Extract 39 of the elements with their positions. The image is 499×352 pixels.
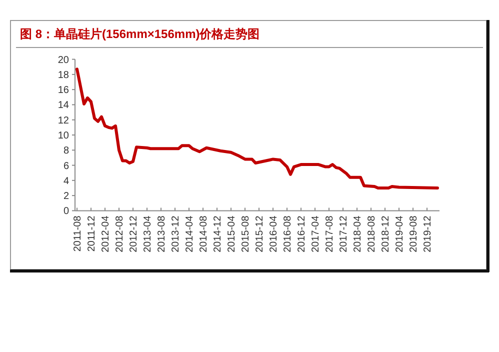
chart-title: 图 8：单晶硅片(156mm×156mm)价格走势图 (20, 27, 260, 41)
x-tick-label: 2012-04 (100, 215, 112, 252)
x-tick-label: 2017-12 (338, 215, 350, 252)
x-tick-label: 2011-12 (86, 215, 98, 252)
x-tick-label: 2016-12 (296, 215, 308, 252)
y-tick-label: 2 (63, 191, 70, 202)
y-tick-label: 0 (63, 206, 70, 218)
x-tick-label: 2019-08 (408, 215, 420, 252)
x-tick-label: 2018-08 (366, 215, 378, 252)
y-tick-label: 8 (63, 146, 70, 157)
y-tick-label: 4 (63, 176, 70, 187)
x-tick-label: 2014-04 (184, 215, 196, 252)
y-tick-label: 20 (58, 54, 70, 66)
x-tick-label: 2013-08 (156, 215, 168, 252)
x-tick-label: 2011-08 (72, 215, 84, 252)
x-tick-label: 2017-04 (310, 215, 322, 252)
x-tick-label: 2013-04 (142, 215, 154, 252)
x-tick-label: 2015-04 (226, 215, 238, 252)
x-tick-label: 2015-12 (254, 215, 266, 252)
x-tick-label: 2016-08 (282, 215, 294, 252)
y-tick-label: 10 (58, 130, 70, 142)
x-tick-label: 2018-04 (352, 215, 364, 252)
x-tick-label: 2014-12 (212, 215, 224, 252)
x-tick-label: 2012-08 (114, 215, 126, 252)
line-series (76, 68, 439, 190)
x-tick-label: 2019-12 (422, 215, 434, 252)
x-tick-label: 2012-12 (128, 215, 140, 252)
x-tick-label: 2016-04 (268, 215, 280, 252)
y-tick-label: 6 (63, 160, 70, 172)
x-tick-label: 2013-12 (170, 215, 182, 252)
x-tick-label: 2014-08 (198, 215, 210, 252)
y-tick-label: 14 (58, 100, 70, 112)
y-tick-label: 16 (58, 85, 70, 96)
x-tick-label: 2017-08 (324, 215, 336, 252)
y-tick-label: 18 (58, 70, 70, 81)
y-tick-label: 12 (58, 115, 70, 126)
x-tick-label: 2015-08 (240, 215, 252, 252)
x-tick-label: 2018-12 (380, 215, 392, 252)
x-tick-label: 2019-04 (394, 215, 406, 252)
